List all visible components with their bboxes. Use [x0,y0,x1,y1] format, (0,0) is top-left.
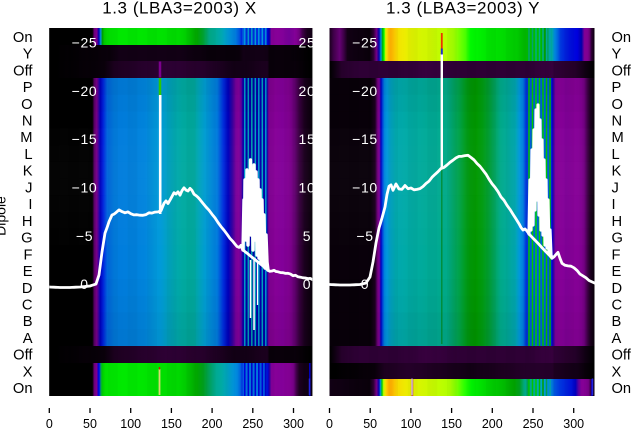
svg-text:Off: Off [13,63,33,79]
svg-text:100: 100 [400,417,421,431]
svg-text:−15: −15 [72,131,98,147]
svg-text:0: 0 [80,276,89,292]
svg-text:D: D [612,281,623,297]
svg-text:M: M [612,130,624,146]
svg-text:P: P [612,80,622,96]
svg-text:200: 200 [482,417,503,431]
svg-text:Dipole: Dipole [0,196,9,236]
svg-text:On: On [612,30,632,46]
svg-text:H: H [22,214,33,230]
svg-text:D: D [22,281,33,297]
svg-text:−20: −20 [72,83,98,99]
svg-text:15: 15 [299,131,316,147]
svg-text:25: 25 [299,35,316,51]
svg-text:Y: Y [23,47,33,63]
svg-text:−25: −25 [72,35,98,51]
svg-text:J: J [612,180,619,196]
svg-text:150: 150 [161,417,182,431]
svg-text:50: 50 [83,417,97,431]
svg-text:J: J [25,180,32,196]
svg-text:F: F [612,247,621,263]
svg-text:G: G [612,231,623,247]
svg-text:50: 50 [363,417,377,431]
svg-text:F: F [24,247,33,263]
svg-text:K: K [23,164,33,180]
svg-text:X: X [23,364,33,380]
svg-text:300: 300 [563,417,584,431]
svg-text:N: N [612,114,623,130]
svg-text:L: L [24,147,32,163]
svg-text:250: 250 [523,417,544,431]
svg-text:100: 100 [120,417,141,431]
svg-text:20: 20 [299,83,316,99]
svg-text:M: M [20,130,32,146]
svg-text:On: On [13,381,33,397]
svg-text:0: 0 [361,276,370,292]
svg-text:I: I [28,197,32,213]
svg-text:Y: Y [612,47,622,63]
svg-text:1.3 (LBA3=2003) Y: 1.3 (LBA3=2003) Y [386,0,540,18]
svg-text:−25: −25 [352,35,378,51]
svg-text:200: 200 [202,417,223,431]
svg-text:1.3 (LBA3=2003) X: 1.3 (LBA3=2003) X [102,0,256,18]
svg-text:Off: Off [13,348,33,364]
svg-text:−15: −15 [352,131,378,147]
svg-text:10: 10 [299,180,316,196]
svg-text:O: O [21,97,32,113]
svg-text:−10: −10 [72,180,98,196]
svg-text:5: 5 [303,228,312,244]
svg-text:N: N [22,114,33,130]
svg-text:K: K [612,164,622,180]
svg-text:150: 150 [441,417,462,431]
svg-text:Off: Off [612,348,632,364]
svg-text:−10: −10 [352,180,378,196]
svg-text:E: E [23,264,33,280]
svg-text:B: B [23,314,33,330]
svg-text:On: On [612,381,632,397]
svg-text:L: L [612,147,620,163]
svg-text:O: O [612,97,623,113]
svg-text:C: C [22,298,33,314]
svg-text:−20: −20 [352,83,378,99]
svg-text:I: I [612,197,616,213]
svg-text:A: A [612,331,622,347]
svg-text:On: On [13,30,33,46]
svg-text:B: B [612,314,622,330]
svg-text:−5: −5 [356,228,373,244]
svg-text:0: 0 [303,276,312,292]
svg-text:Off: Off [612,63,632,79]
svg-text:C: C [612,298,623,314]
svg-text:250: 250 [242,417,263,431]
svg-text:E: E [612,264,622,280]
svg-text:G: G [21,231,32,247]
svg-text:X: X [612,364,622,380]
svg-text:A: A [23,331,33,347]
svg-text:300: 300 [283,417,304,431]
svg-text:−5: −5 [76,228,93,244]
svg-text:0: 0 [46,417,53,431]
svg-text:0: 0 [326,417,333,431]
svg-text:H: H [612,214,623,230]
svg-text:P: P [23,80,33,96]
